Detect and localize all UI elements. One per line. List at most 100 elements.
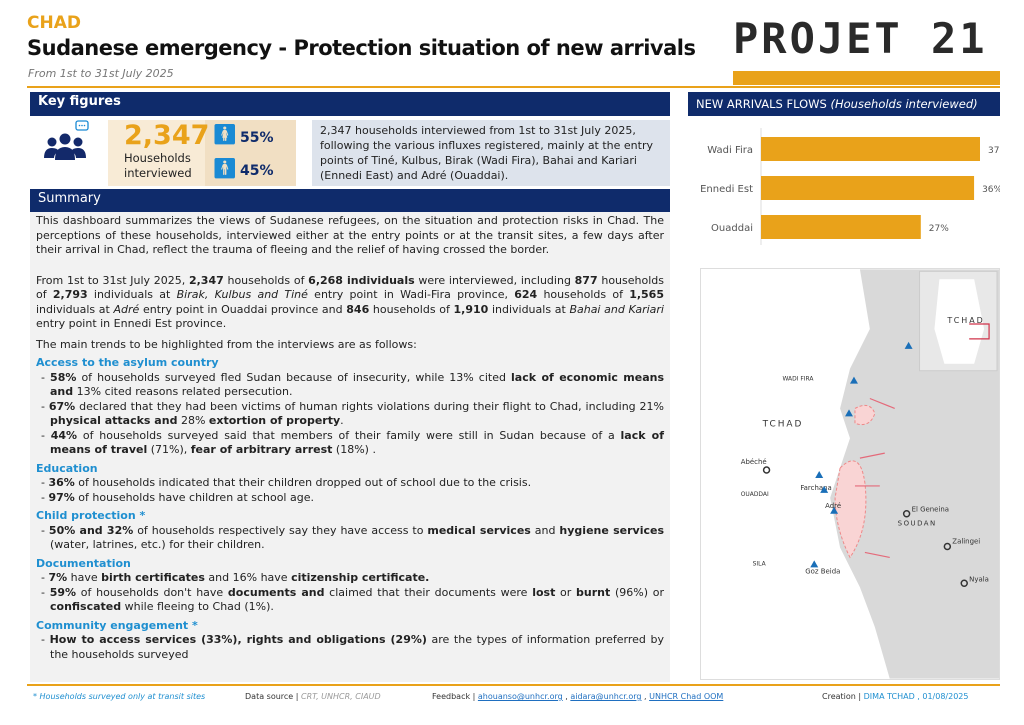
value-label: 27% [929,224,949,234]
creation-label: Creation | [822,692,862,701]
map-label-sudan: SOUDAN [898,520,937,528]
male-icon: 🚹︎ [212,156,238,180]
bold-text: 877 [574,273,598,287]
inset-highlight [969,323,990,340]
text-segment: have [67,571,102,584]
header-divider [27,86,1000,88]
flows-header: NEW ARRIVALS FLOWS (Households interview… [688,92,1000,116]
text-segment: of households indicated that their child… [74,476,532,489]
data-source: CRT, UNHCR, CIAUD [301,692,381,701]
bold-text: lack of means of travel [50,428,664,457]
bold-text: lack of economic means and [50,370,664,399]
bold-text: 2,347 [188,273,224,287]
trend-sections: Access to the asylum country - 58% of hou… [36,356,664,662]
logo-accent-bar [733,71,1000,85]
section-heading: Documentation [36,556,131,570]
bar-ennedi-est [761,176,975,200]
map-label-farchana: Farchana [800,484,831,492]
households-count: 2,347 [124,120,210,151]
households-label: Households interviewed [124,151,192,180]
flows-title: NEW ARRIVALS FLOWS [696,97,827,111]
map-label-zalingei: Zalingei [952,538,980,546]
bullet-item: - 7% have birth certificates and 16% hav… [41,571,430,584]
bold-text: 97% [48,490,75,504]
people-chat-icon [40,120,90,170]
text-segment: of households have children at school ag… [74,490,314,504]
key-figures-header: Key figures [30,92,670,116]
bar-wadi-fira [761,137,980,161]
projet21-logo: PROJET 21 [733,14,988,63]
bold-text: 2,793 [52,288,88,301]
section-heading: Community engagement * [36,618,198,632]
creation-info: DIMA TCHAD , 01/08/2025 [863,692,969,701]
text-segment: (water, latrines, etc.) for their childr… [50,538,265,551]
refugee-zone [854,404,876,426]
bold-text: medical services [427,523,531,537]
bullet-item: - 59% of households don't have documents… [41,585,664,614]
bold-text: 846 [346,302,370,316]
oom-link[interactable]: UNHCR Chad OOM [649,692,724,701]
bold-text: 50% and 32% [48,523,134,537]
bold-text: physical attacks and [50,414,178,427]
italic-text: Birak, Kulbus and Tiné [176,288,308,301]
feedback-label: Feedback | [432,692,476,701]
category-label: Ennedi Est [700,184,753,195]
footer-note: * Households surveyed only at transit si… [33,692,206,701]
summary-header: Summary [30,189,670,212]
female-icon: 🚺︎ [212,122,238,146]
bold-text: documents and [227,585,325,599]
map-label-adre: Adré [825,502,841,510]
text-segment: are the types of information preferred b… [50,633,665,661]
bullet-item: - 67% declared that they had been victim… [41,399,664,428]
text-segment: of households respectively say they have… [133,523,428,537]
footer-divider [27,684,1000,686]
email-link[interactable]: ahouanso@unhcr.org [477,692,563,701]
italic-text: Adré [113,302,140,316]
bullet-item: - 36% of households indicated that their… [41,476,532,489]
bar-ouaddai [761,215,921,239]
text-segment: and [530,523,560,537]
text-segment: households of [223,273,309,287]
italic-text: Bahai and Kariari [569,302,664,316]
bold-text: hygiene services [559,523,664,537]
map-label-nyala: Nyala [969,575,989,583]
sudan-area [830,269,999,679]
text-segment: households of [369,302,454,316]
email-link[interactable]: aidara@unhcr.org [570,692,642,701]
value-label: 36% [982,185,1000,195]
bullet-item: - How to access services (33%), rights a… [41,633,665,661]
text-segment: individuals at [87,288,177,301]
gender-box [205,120,296,186]
text-segment: households of [36,273,664,302]
map-label-goz-beida: Goz Beida [805,567,840,575]
bold-text: confiscated [50,600,122,613]
trends-intro: The main trends to be highlighted from t… [36,337,417,351]
bold-text: 6,268 individuals [308,273,415,287]
summary-body: This dashboard summarizes the views of S… [30,212,670,682]
text-segment: 13% cited reasons related persecution. [73,385,293,398]
female-percent: 55% [240,130,274,146]
text-segment: entry point in Ennedi Est province. [36,317,227,330]
bold-text: 1,565 [629,288,664,301]
text-segment: (96%) or [610,585,664,599]
map-label-el-geneina: El Geneina [912,506,949,514]
bold-text: birth certificates [101,571,205,584]
text-segment: were interviewed, including [414,273,575,287]
bold-text: fear of arbitrary arrest [190,443,333,456]
text-segment: (71%), [147,443,191,456]
refugee-map: TCHAD TCHAD SOUDAN WADI FIRA OUADDAI SIL… [700,268,1000,680]
bullet-item: - 58% of households surveyed fled Sudan … [41,370,664,399]
text-segment: declared that they had been victims of h… [75,399,664,413]
flows-subtitle: (Households interviewed) [830,97,978,111]
text-segment: individuals at [36,302,114,316]
map-label-sila: SILA [753,560,767,567]
bold-text: 7% [48,571,68,584]
bold-text: 58% [50,370,77,384]
text-segment: while fleeing to Chad (1%). [121,600,274,613]
bold-text: lost [532,585,556,599]
text-segment: households of [537,288,630,301]
bullet-item: - 97% of households have children at sch… [41,490,314,504]
bold-text: How to access services (33%), rights and… [49,633,427,646]
text-segment: of households surveyed fled Sudan becaus… [76,370,512,384]
bold-text: citizenship certificate. [291,571,430,584]
